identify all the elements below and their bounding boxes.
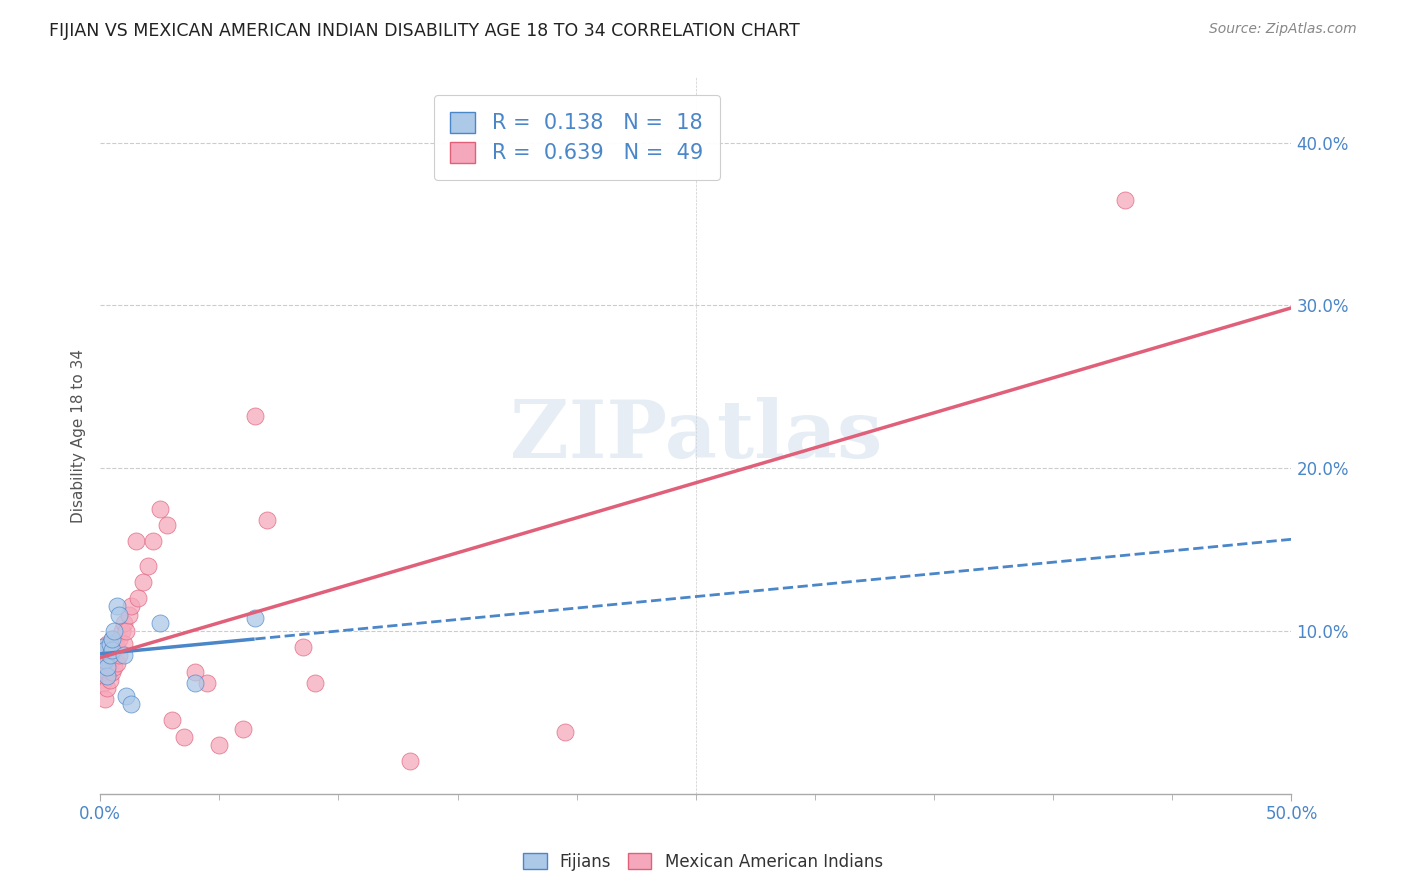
Point	[108, 632, 131, 646]
Point	[208, 738, 231, 752]
Point	[1114, 193, 1136, 207]
Point	[108, 648, 131, 663]
Legend: Fijians, Mexican American Indians: Fijians, Mexican American Indians	[515, 845, 891, 880]
Point	[105, 657, 128, 671]
Point	[96, 681, 118, 695]
Point	[105, 599, 128, 614]
Point	[94, 653, 117, 667]
Point	[173, 730, 195, 744]
Point	[243, 611, 266, 625]
Point	[105, 640, 128, 655]
Point	[103, 624, 125, 638]
Point	[94, 643, 117, 657]
Point	[256, 513, 278, 527]
Text: ZIPatlas: ZIPatlas	[509, 397, 882, 475]
Point	[184, 676, 207, 690]
Point	[91, 676, 114, 690]
Point	[115, 624, 138, 638]
Point	[96, 659, 118, 673]
Point	[112, 637, 135, 651]
Legend: R =  0.138   N =  18, R =  0.639   N =  49: R = 0.138 N = 18, R = 0.639 N = 49	[433, 95, 720, 180]
Text: FIJIAN VS MEXICAN AMERICAN INDIAN DISABILITY AGE 18 TO 34 CORRELATION CHART: FIJIAN VS MEXICAN AMERICAN INDIAN DISABI…	[49, 22, 800, 40]
Point	[554, 724, 576, 739]
Point	[96, 648, 118, 663]
Point	[103, 637, 125, 651]
Point	[110, 624, 132, 638]
Point	[184, 665, 207, 679]
Point	[94, 692, 117, 706]
Point	[195, 676, 218, 690]
Point	[127, 591, 149, 606]
Point	[149, 501, 172, 516]
Point	[91, 665, 114, 679]
Point	[291, 640, 314, 655]
Point	[101, 665, 124, 679]
Point	[160, 714, 183, 728]
Point	[91, 640, 114, 655]
Point	[304, 676, 326, 690]
Point	[98, 673, 121, 687]
Point	[141, 534, 163, 549]
Point	[132, 575, 155, 590]
Point	[115, 689, 138, 703]
Point	[101, 648, 124, 663]
Point	[125, 534, 148, 549]
Point	[112, 648, 135, 663]
Point	[120, 697, 142, 711]
Point	[101, 643, 124, 657]
Point	[98, 640, 121, 655]
Point	[243, 409, 266, 423]
Y-axis label: Disability Age 18 to 34: Disability Age 18 to 34	[72, 349, 86, 523]
Point	[101, 632, 124, 646]
Point	[94, 643, 117, 657]
Point	[108, 607, 131, 622]
Point	[112, 615, 135, 630]
Point	[118, 607, 141, 622]
Point	[98, 648, 121, 663]
Point	[96, 637, 118, 651]
Text: Source: ZipAtlas.com: Source: ZipAtlas.com	[1209, 22, 1357, 37]
Point	[103, 659, 125, 673]
Point	[156, 518, 179, 533]
Point	[149, 615, 172, 630]
Point	[399, 754, 422, 768]
Point	[91, 653, 114, 667]
Point	[98, 657, 121, 671]
Point	[94, 669, 117, 683]
Point	[101, 632, 124, 646]
Point	[96, 669, 118, 683]
Point	[96, 665, 118, 679]
Point	[120, 599, 142, 614]
Point	[136, 558, 159, 573]
Point	[94, 657, 117, 671]
Point	[98, 637, 121, 651]
Point	[232, 722, 254, 736]
